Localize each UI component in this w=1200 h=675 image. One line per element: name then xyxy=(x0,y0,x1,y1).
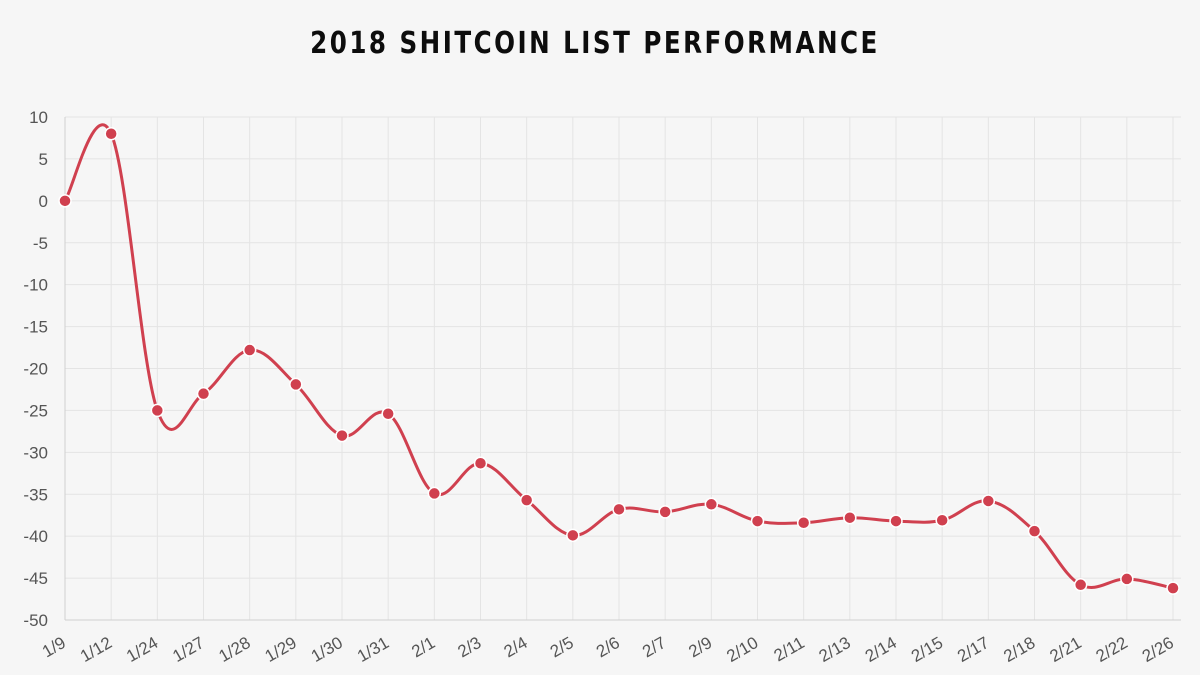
y-tick-label: -25 xyxy=(23,401,48,420)
data-point[interactable] xyxy=(658,505,672,519)
data-point[interactable] xyxy=(196,386,211,401)
x-tick-label: 2/6 xyxy=(593,633,623,661)
y-tick-label: 5 xyxy=(39,150,48,169)
data-point[interactable] xyxy=(1120,572,1134,586)
data-point[interactable] xyxy=(473,456,488,470)
y-tick-label: -50 xyxy=(23,611,48,630)
x-tick-label: 2/7 xyxy=(639,633,669,661)
y-tick-label: -30 xyxy=(23,443,48,462)
data-point[interactable] xyxy=(381,407,395,421)
data-point[interactable] xyxy=(1027,524,1042,538)
data-point[interactable] xyxy=(889,514,903,528)
x-tick-label: 1/29 xyxy=(262,633,300,666)
data-point[interactable] xyxy=(242,343,257,357)
y-tick-label: -45 xyxy=(23,569,48,588)
x-tick-label: 1/27 xyxy=(169,633,207,666)
data-point[interactable] xyxy=(58,194,72,208)
y-tick-label: -35 xyxy=(23,485,48,504)
x-tick-label: 2/26 xyxy=(1139,633,1177,666)
x-tick-label: 2/21 xyxy=(1047,633,1085,666)
y-tick-label: -15 xyxy=(23,318,48,337)
data-point[interactable] xyxy=(1073,578,1088,592)
x-tick-label: 2/1 xyxy=(408,633,438,661)
chart-title: 2018 SHITCOIN LIST PERFORMANCE xyxy=(310,26,880,61)
data-point[interactable] xyxy=(750,514,765,528)
data-point[interactable] xyxy=(704,497,719,512)
x-tick-label: 2/5 xyxy=(547,633,577,661)
x-tick-label: 2/17 xyxy=(954,633,992,666)
y-tick-label: -5 xyxy=(33,234,48,253)
x-tick-label: 2/22 xyxy=(1093,633,1131,666)
data-point[interactable] xyxy=(935,513,949,527)
x-tick-label: 2/14 xyxy=(862,633,900,666)
x-axis-ticks: 1/9 1/12 1/24 1/27 1/28 1/29 1/30 1/31 2/1 2/3 2/4… xyxy=(39,633,1177,666)
x-tick-label: 2/10 xyxy=(723,633,761,666)
x-tick-label: 1/9 xyxy=(39,633,69,661)
data-point[interactable] xyxy=(150,403,165,418)
y-axis-ticks: 10 5 0 -5 -10 -15 -20 -25 -30 -35 -40 -45 -50 xyxy=(23,108,48,630)
y-tick-label: 10 xyxy=(29,108,48,127)
data-point[interactable] xyxy=(981,494,996,508)
x-tick-label: 1/12 xyxy=(77,633,115,666)
x-tick-label: 1/30 xyxy=(308,633,346,666)
x-tick-label: 2/18 xyxy=(1000,633,1038,666)
x-tick-label: 1/24 xyxy=(123,633,161,666)
x-tick-label: 1/31 xyxy=(354,633,392,666)
y-tick-label: -10 xyxy=(23,276,48,295)
x-tick-label: 2/13 xyxy=(816,633,854,666)
x-tick-label: 2/9 xyxy=(685,633,715,661)
data-point[interactable] xyxy=(427,486,442,501)
data-point[interactable] xyxy=(1166,581,1180,595)
data-point[interactable] xyxy=(289,377,303,392)
y-tick-label: -20 xyxy=(23,360,48,379)
data-point[interactable] xyxy=(612,502,626,517)
y-tick-label: -40 xyxy=(23,527,48,546)
grid xyxy=(64,116,1181,621)
data-point[interactable] xyxy=(335,428,349,443)
data-point[interactable] xyxy=(104,127,118,141)
data-point[interactable] xyxy=(843,510,857,525)
data-point[interactable] xyxy=(566,528,580,543)
x-tick-label: 2/3 xyxy=(455,633,485,661)
x-tick-label: 2/15 xyxy=(908,633,946,666)
data-point[interactable] xyxy=(796,516,811,530)
x-tick-label: 2/11 xyxy=(771,633,808,665)
data-points xyxy=(58,127,1180,595)
y-tick-label: 0 xyxy=(39,192,48,211)
x-tick-label: 1/28 xyxy=(216,633,254,666)
data-point[interactable] xyxy=(519,493,534,507)
x-tick-label: 2/4 xyxy=(501,633,531,661)
